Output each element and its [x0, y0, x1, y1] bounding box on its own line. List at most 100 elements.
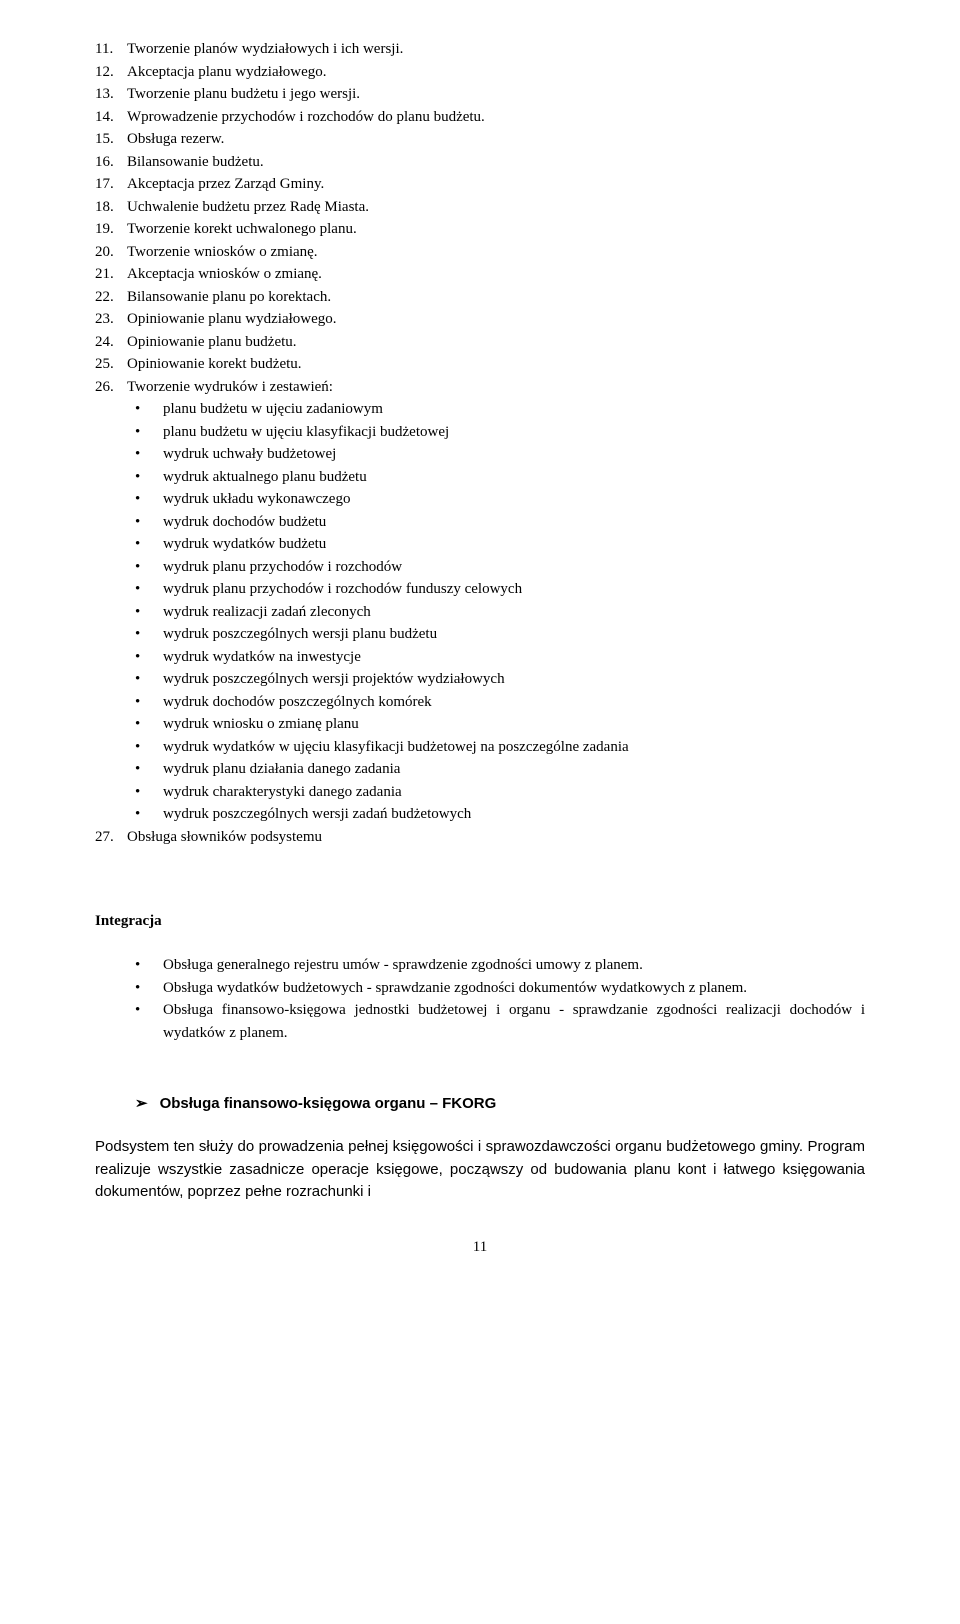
bullet-text: wydruk wydatków budżetu [163, 533, 865, 556]
item-text: Uchwalenie budżetu przez Radę Miasta. [127, 196, 865, 219]
numbered-list: 11.Tworzenie planów wydziałowych i ich w… [95, 38, 865, 848]
bullet-icon: • [135, 803, 163, 826]
bullet-icon: • [135, 977, 163, 1000]
bullet-text: wydruk dochodów budżetu [163, 511, 865, 534]
bullet-icon: • [135, 533, 163, 556]
bullet-icon: • [135, 578, 163, 601]
bullet-item: •wydruk planu przychodów i rozchodów [135, 556, 865, 579]
bullet-icon: • [135, 668, 163, 691]
item-number: 25. [95, 353, 127, 376]
item-text: Tworzenie wydruków i zestawień: [127, 376, 865, 399]
bullet-item: •wydruk wydatków w ujęciu klasyfikacji b… [135, 736, 865, 759]
item-number: 22. [95, 286, 127, 309]
item-number: 24. [95, 331, 127, 354]
bullet-item: •wydruk planu działania danego zadania [135, 758, 865, 781]
bullet-icon: • [135, 601, 163, 624]
item-number: 15. [95, 128, 127, 151]
item-text: Bilansowanie budżetu. [127, 151, 865, 174]
integration-text: Obsługa wydatków budżetowych - sprawdzan… [163, 977, 865, 1000]
numbered-item: 14.Wprowadzenie przychodów i rozchodów d… [95, 106, 865, 129]
bullet-icon: • [135, 736, 163, 759]
bullet-item: •wydruk wydatków na inwestycje [135, 646, 865, 669]
bullet-text: wydruk planu przychodów i rozchodów fund… [163, 578, 865, 601]
arrow-heading-text: Obsługa finansowo-księgowa organu – FKOR… [160, 1095, 497, 1112]
bullet-item: •wydruk dochodów poszczególnych komórek [135, 691, 865, 714]
item-text: Tworzenie korekt uchwalonego planu. [127, 218, 865, 241]
bullet-text: wydruk poszczególnych wersji projektów w… [163, 668, 865, 691]
bullet-icon: • [135, 556, 163, 579]
item-number: 17. [95, 173, 127, 196]
integration-list: •Obsługa generalnego rejestru umów - spr… [95, 954, 865, 1044]
numbered-item: 25.Opiniowanie korekt budżetu. [95, 353, 865, 376]
bullet-item: •wydruk wniosku o zmianę planu [135, 713, 865, 736]
integration-item: •Obsługa wydatków budżetowych - sprawdza… [135, 977, 865, 1000]
bullet-text: wydruk charakterystyki danego zadania [163, 781, 865, 804]
item-number: 21. [95, 263, 127, 286]
numbered-item: 26.Tworzenie wydruków i zestawień: [95, 376, 865, 399]
bullet-text: wydruk układu wykonawczego [163, 488, 865, 511]
integration-item: •Obsługa finansowo-księgowa jednostki bu… [135, 999, 865, 1044]
bullet-text: wydruk poszczególnych wersji zadań budże… [163, 803, 865, 826]
integration-text: Obsługa finansowo-księgowa jednostki bud… [163, 999, 865, 1044]
bullet-text: wydruk aktualnego planu budżetu [163, 466, 865, 489]
item-number: 13. [95, 83, 127, 106]
body-paragraph: Podsystem ten służy do prowadzenia pełne… [95, 1136, 865, 1204]
bullet-text: wydruk uchwały budżetowej [163, 443, 865, 466]
bullet-text: wydruk wydatków w ujęciu klasyfikacji bu… [163, 736, 865, 759]
bullet-item: •wydruk wydatków budżetu [135, 533, 865, 556]
bullet-container: •planu budżetu w ujęciu zadaniowym•planu… [95, 398, 865, 826]
bullet-text: wydruk wniosku o zmianę planu [163, 713, 865, 736]
bullet-icon: • [135, 466, 163, 489]
page-number: 11 [95, 1239, 865, 1256]
item-text: Obsługa rezerw. [127, 128, 865, 151]
numbered-item: 23.Opiniowanie planu wydziałowego. [95, 308, 865, 331]
bullet-item: •wydruk dochodów budżetu [135, 511, 865, 534]
numbered-item: 13.Tworzenie planu budżetu i jego wersji… [95, 83, 865, 106]
item-number: 16. [95, 151, 127, 174]
item-number: 12. [95, 61, 127, 84]
bullet-list: •planu budżetu w ujęciu zadaniowym•planu… [95, 398, 865, 826]
item-text: Obsługa słowników podsystemu [127, 826, 865, 849]
integration-heading: Integracja [95, 913, 865, 930]
bullet-text: planu budżetu w ujęciu klasyfikacji budż… [163, 421, 865, 444]
arrow-subsection-heading: ➢ Obsługa finansowo-księgowa organu – FKO… [95, 1094, 865, 1112]
item-text: Akceptacja wniosków o zmianę. [127, 263, 865, 286]
bullet-icon: • [135, 954, 163, 977]
item-number: 20. [95, 241, 127, 264]
item-text: Akceptacja przez Zarząd Gminy. [127, 173, 865, 196]
bullet-text: wydruk dochodów poszczególnych komórek [163, 691, 865, 714]
bullet-item: •planu budżetu w ujęciu zadaniowym [135, 398, 865, 421]
numbered-item: 19.Tworzenie korekt uchwalonego planu. [95, 218, 865, 241]
bullet-icon: • [135, 443, 163, 466]
numbered-item: 16.Bilansowanie budżetu. [95, 151, 865, 174]
bullet-icon: • [135, 488, 163, 511]
bullet-text: wydruk wydatków na inwestycje [163, 646, 865, 669]
bullet-icon: • [135, 511, 163, 534]
numbered-item: 18.Uchwalenie budżetu przez Radę Miasta. [95, 196, 865, 219]
bullet-icon: • [135, 758, 163, 781]
bullet-item: •wydruk układu wykonawczego [135, 488, 865, 511]
item-text: Tworzenie planu budżetu i jego wersji. [127, 83, 865, 106]
item-text: Opiniowanie planu wydziałowego. [127, 308, 865, 331]
item-text: Wprowadzenie przychodów i rozchodów do p… [127, 106, 865, 129]
bullet-item: •wydruk poszczególnych wersji zadań budż… [135, 803, 865, 826]
bullet-item: •wydruk poszczególnych wersji projektów … [135, 668, 865, 691]
bullet-item: •wydruk realizacji zadań zleconych [135, 601, 865, 624]
bullet-text: wydruk poszczególnych wersji planu budże… [163, 623, 865, 646]
bullet-icon: • [135, 623, 163, 646]
item-number: 27. [95, 826, 127, 849]
arrow-icon: ➢ [135, 1094, 148, 1112]
numbered-item: 22.Bilansowanie planu po korektach. [95, 286, 865, 309]
item-number: 14. [95, 106, 127, 129]
item-text: Opiniowanie planu budżetu. [127, 331, 865, 354]
integration-item: •Obsługa generalnego rejestru umów - spr… [135, 954, 865, 977]
numbered-item: 21.Akceptacja wniosków o zmianę. [95, 263, 865, 286]
bullet-text: wydruk planu działania danego zadania [163, 758, 865, 781]
numbered-item: 17.Akceptacja przez Zarząd Gminy. [95, 173, 865, 196]
bullet-icon: • [135, 646, 163, 669]
item-number: 23. [95, 308, 127, 331]
bullet-item: •wydruk planu przychodów i rozchodów fun… [135, 578, 865, 601]
item-text: Akceptacja planu wydziałowego. [127, 61, 865, 84]
bullet-icon: • [135, 999, 163, 1044]
bullet-item: •wydruk uchwały budżetowej [135, 443, 865, 466]
